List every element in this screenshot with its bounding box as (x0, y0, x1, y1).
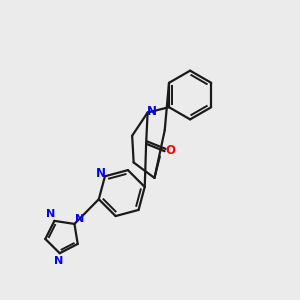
Text: N: N (96, 167, 106, 180)
Text: N: N (75, 214, 84, 224)
Text: N: N (46, 209, 56, 219)
Text: N: N (147, 105, 157, 118)
Text: O: O (166, 144, 176, 157)
Text: N: N (54, 256, 63, 266)
